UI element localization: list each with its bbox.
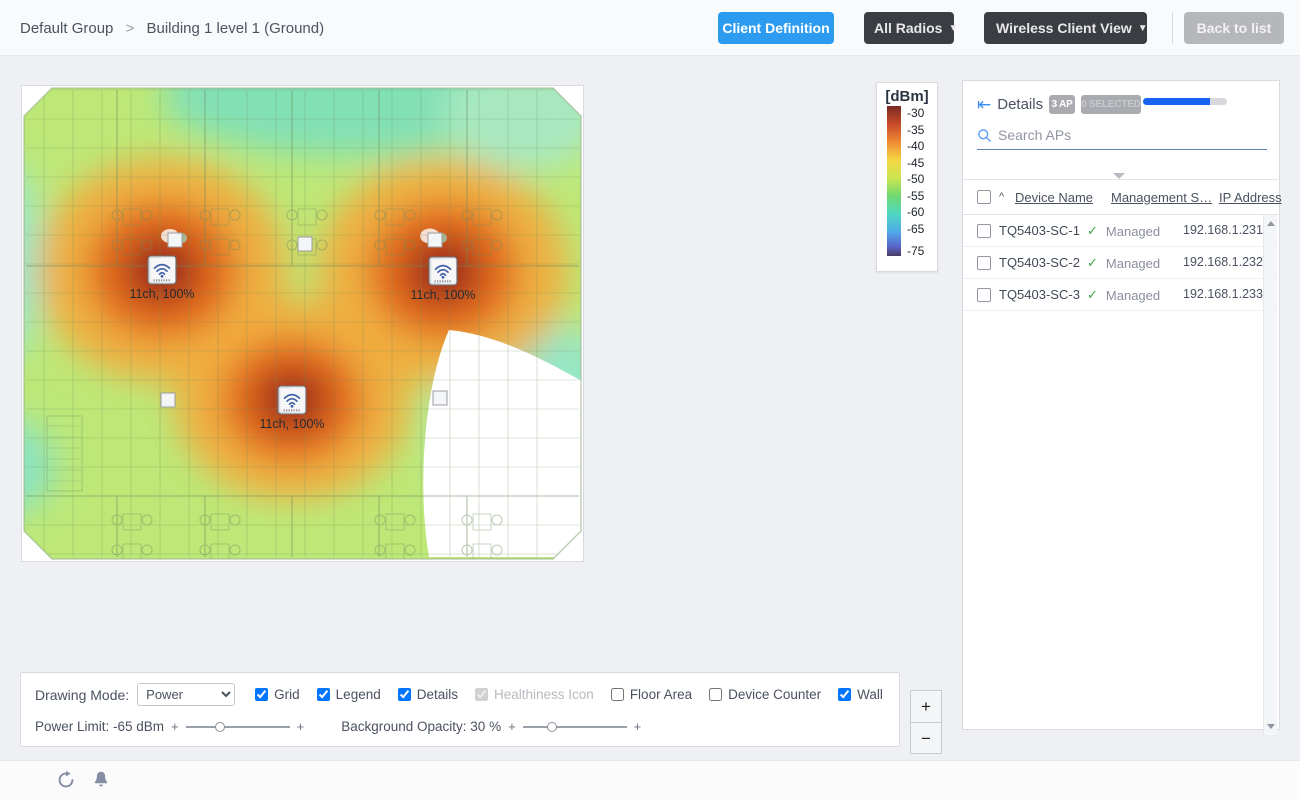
svg-text:11ch, 100%: 11ch, 100% [410,288,475,302]
svg-text:11ch, 100%: 11ch, 100% [259,417,324,431]
svg-text:11ch, 100%: 11ch, 100% [129,287,194,301]
